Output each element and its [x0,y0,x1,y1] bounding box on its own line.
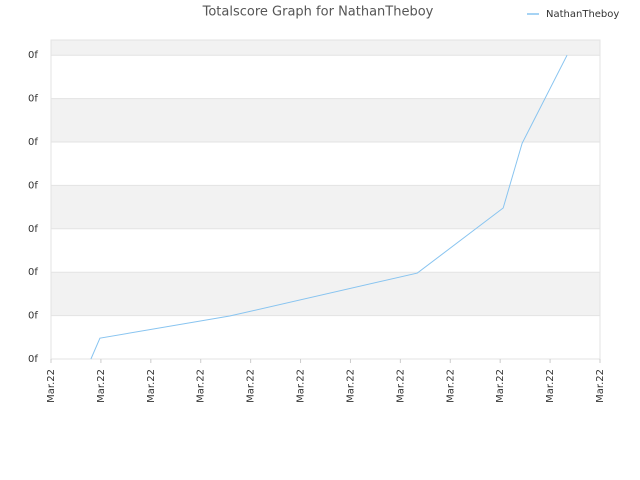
y-tick-label: 0f [28,354,38,365]
legend-label: NathanTheboy [546,9,619,20]
plot-border [50,39,601,360]
x-tick-label: Mar.22 [595,369,606,403]
grid-band [51,228,600,273]
grid-band [51,40,600,56]
grid-band [51,141,600,186]
grid-band [51,98,600,142]
x-tick-label: Mar.22 [545,369,556,403]
chart-title: Totalscore Graph for NathanTheboy [202,5,434,20]
y-tick-label: 0f [28,311,38,322]
y-tick-label: 0f [28,267,38,278]
x-tick-label: Mar.22 [196,369,207,403]
x-tick-label: Mar.22 [445,369,456,403]
y-tick-label: 0f [28,180,38,191]
x-tick-label: Mar.22 [495,369,506,403]
x-tick-label: Mar.22 [296,369,307,403]
grid-band [51,55,600,99]
grid-band [51,315,600,359]
y-tick-label: 0f [28,224,38,235]
x-tick-label: Mar.22 [96,369,107,403]
x-tick-label: Mar.22 [345,369,356,403]
y-tick-label: 0f [28,137,38,148]
x-tick-label: Mar.22 [146,369,157,403]
y-tick-label: 0f [28,94,38,105]
x-tick-label: Mar.22 [46,369,57,403]
x-tick-label: Mar.22 [246,369,257,403]
x-tick-label: Mar.22 [395,369,406,403]
y-tick-label: 0f [28,50,38,61]
line-series [90,54,568,360]
grid-band [51,185,600,229]
